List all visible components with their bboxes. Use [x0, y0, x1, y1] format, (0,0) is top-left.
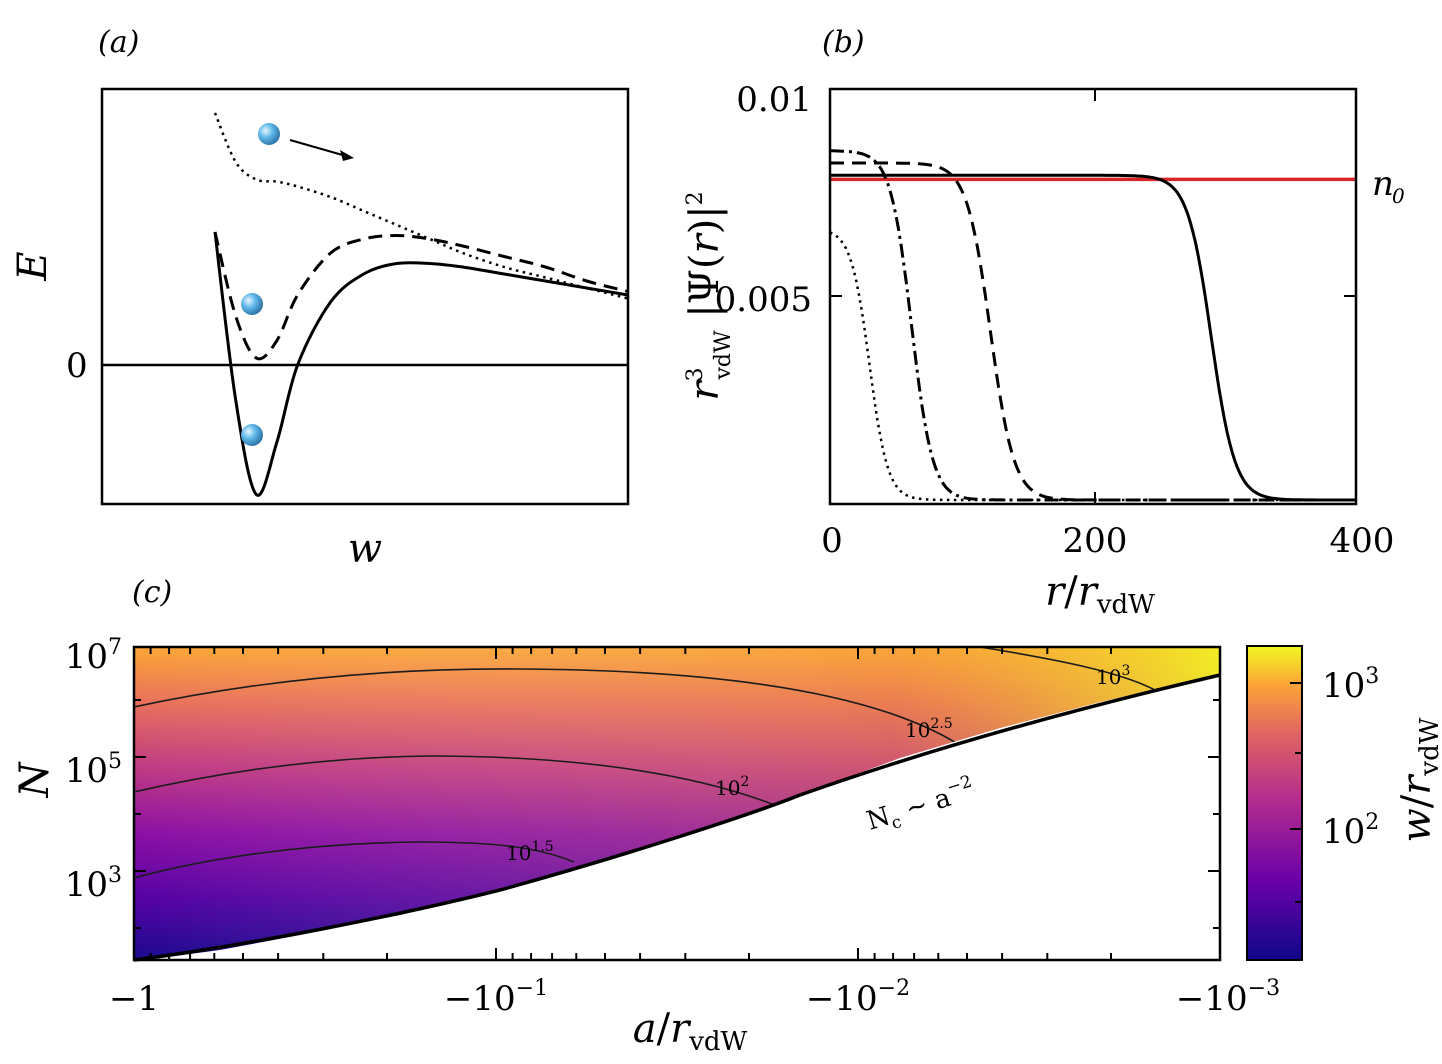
panel-c-ticks [134, 647, 1220, 960]
x-axis-label: w [348, 526, 382, 572]
svg-text:w/rvdW: w/rvdW [1394, 717, 1442, 842]
colorbar-label: w/rvdW [1394, 717, 1442, 842]
panel-b-frame [828, 87, 1358, 506]
ytick-label: 0 [66, 346, 88, 386]
series-dashed [830, 161, 1356, 502]
contour-label: 102 [715, 774, 749, 800]
particle-marker [258, 123, 280, 145]
colorbar: 103 102 w/rvdW [1246, 645, 1442, 961]
contour-line [134, 755, 783, 809]
contour-lines [134, 647, 1156, 879]
ytick-label: 103 [65, 863, 122, 905]
x-axis-label: a/rvdW [633, 1006, 748, 1057]
contour-line [979, 647, 1156, 691]
panel-a-plot-area [102, 112, 628, 497]
particle-marker [241, 424, 263, 446]
series-dashed [213, 231, 628, 361]
panel-c-frame [132, 645, 1222, 962]
xtick-label: −10−2 [806, 976, 910, 1019]
panel-a-label: (a) [98, 25, 139, 60]
svg-text:n: n [1372, 164, 1394, 204]
panel-b-label: (b) [822, 25, 865, 60]
minor-ticks [149, 647, 1112, 960]
heatmap [134, 647, 1220, 960]
svg-text:r/rvdW: r/rvdW [1045, 569, 1155, 620]
svg-text:0: 0 [1392, 184, 1405, 208]
critical-boundary [133, 673, 1221, 962]
xtick-label: −1 [109, 979, 159, 1019]
series-dashdot [830, 149, 1356, 502]
contour-label: 103 [1096, 663, 1130, 689]
panel-b-plot-area [830, 149, 1356, 502]
xtick-label: −10−3 [1176, 976, 1280, 1019]
panel-c-label: (c) [132, 575, 172, 610]
colorbar-tick-label: 102 [1322, 810, 1379, 852]
arrow [289, 139, 354, 161]
ytick-label: 0.01 [736, 80, 812, 120]
xtick-label: 400 [1330, 521, 1395, 561]
colorbar-gradient [1246, 645, 1303, 961]
panel-b: (b) 0 200 400 0.005 0.01 r3 vdW |Ψ(r)|2 r… [682, 25, 1405, 620]
contour-line [134, 668, 971, 753]
panel-a-frame [100, 87, 630, 506]
ytick-label: 0.005 [715, 280, 812, 320]
svg-text:a/rvdW: a/rvdW [633, 1006, 748, 1057]
series-dotted [213, 112, 628, 300]
particle-marker [241, 293, 263, 315]
y-axis-label: N [12, 761, 58, 799]
ytick-label: 105 [65, 749, 122, 791]
contour-label: 101.5 [506, 839, 554, 865]
series-solid [213, 231, 628, 497]
colorbar-tick-label: 103 [1322, 664, 1379, 706]
panel-b-ticks [830, 88, 1356, 504]
y-axis-label: E [10, 251, 56, 281]
contour-labels: 101.5 102 102.5 103 [506, 663, 1130, 865]
panel-a: (a) 0 E w [10, 25, 630, 572]
contour-line [134, 841, 575, 879]
svg-text:Nc ~ a−2: Nc ~ a−2 [862, 772, 979, 841]
xtick-label: 200 [1063, 521, 1128, 561]
xtick-label: −10−1 [444, 976, 548, 1019]
y-axis-label: r3 vdW |Ψ(r)|2 [682, 191, 736, 400]
xtick-label: 0 [821, 521, 843, 561]
panel-c: (c) 101.5 102 102.5 103 Nc ~ a−2 [12, 575, 1442, 1057]
series-solid [830, 173, 1356, 502]
x-axis-label: r/rvdW [1045, 569, 1155, 620]
ytick-label: 107 [65, 635, 122, 677]
n0-label: n 0 [1372, 164, 1405, 208]
contour-label: 102.5 [905, 716, 953, 742]
boundary-label: Nc ~ a−2 [862, 772, 979, 841]
series-dotted [830, 231, 1356, 502]
